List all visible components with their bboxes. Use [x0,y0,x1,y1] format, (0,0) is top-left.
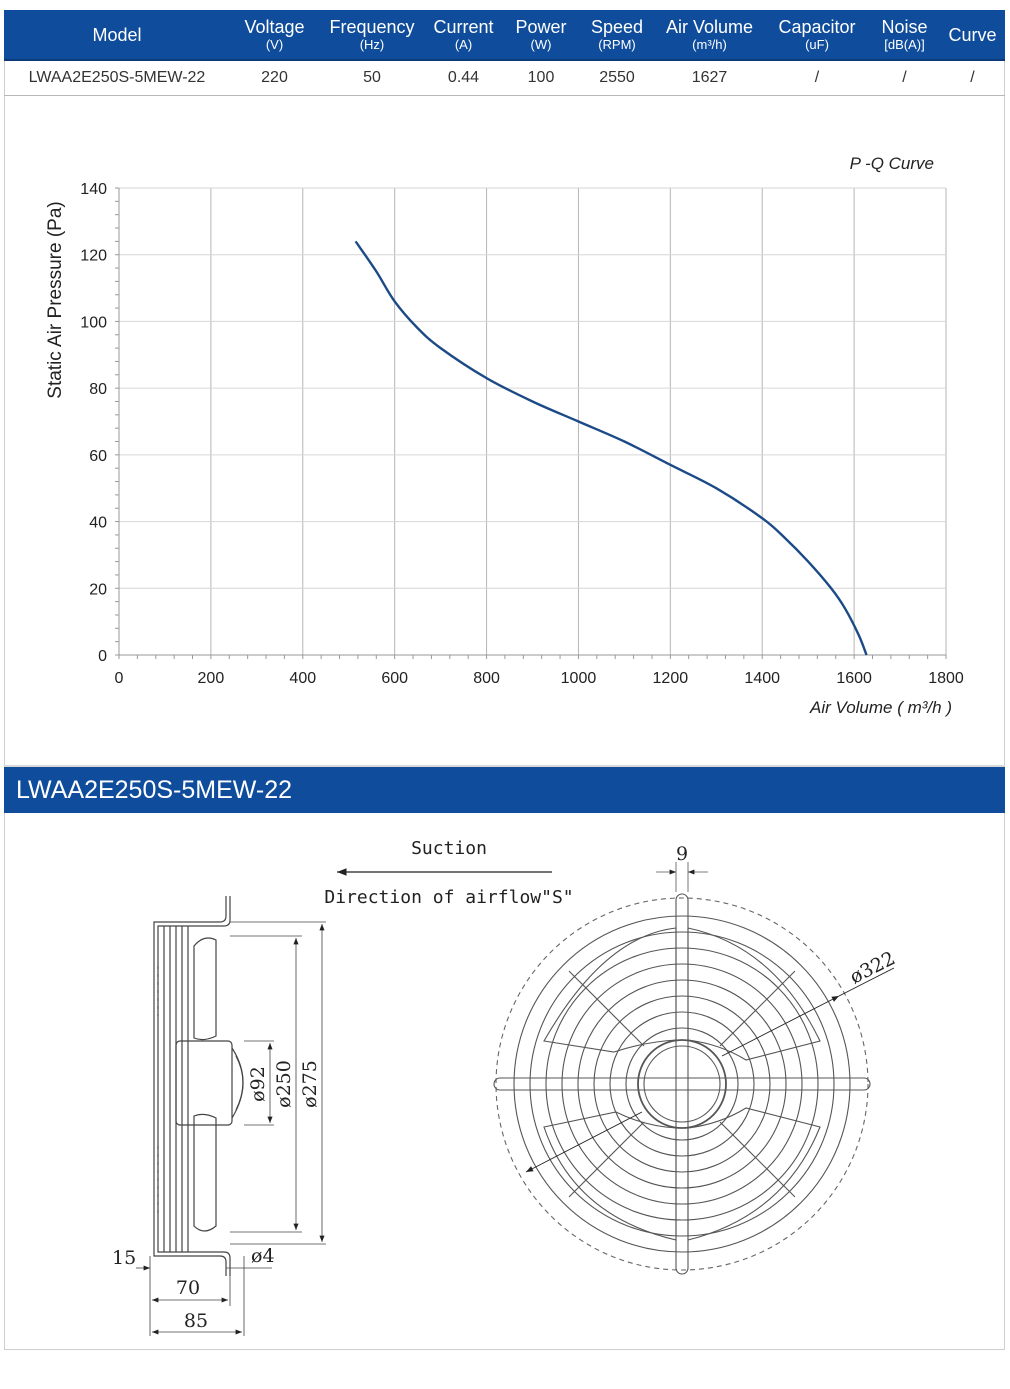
x-tick-label: 1000 [561,670,597,687]
x-tick-label: 1600 [836,670,872,687]
airflow-annotation: Suction Direction of airflow"S" [324,838,573,908]
header-curve: Curve [940,10,1005,61]
cell-power: 100 [502,60,580,96]
y-tick-label: 140 [80,181,107,198]
header-noise: Noise [dB(A)] [869,10,940,61]
x-tick-label: 800 [473,670,500,687]
header-speed: Speed (RPM) [580,10,654,61]
chart-title: P -Q Curve [850,154,934,173]
cell-frequency: 50 [319,60,425,96]
dim-d275: ø275 [299,1060,321,1108]
spec-table: Model Voltage (V) Frequency (Hz) Current (A… [4,10,1005,96]
direction-label: Direction of airflow"S" [324,887,573,908]
y-tick-label: 120 [80,248,107,265]
x-tick-label: 1400 [744,670,780,687]
cell-air-volume: 1627 [654,60,765,96]
x-tick-label: 600 [381,670,408,687]
chart-grid [119,187,947,655]
header-current: Current (A) [425,10,502,61]
chart-series [354,240,868,656]
x-tick-label: 400 [289,670,316,687]
dim-d92: ø92 [247,1066,269,1102]
y-axis-label: Static Air Pressure (Pa) [45,201,66,398]
dim-d250: ø250 [273,1060,295,1108]
suction-label: Suction [411,838,487,859]
x-axis-label: Air Volume ( m³/h ) [809,698,952,717]
dim-w70: 70 [176,1277,200,1299]
header-power: Power (W) [502,10,580,61]
cell-voltage: 220 [230,60,319,96]
cell-curve: / [940,60,1005,96]
dimension-drawing: Suction Direction of airflow"S" [112,838,899,1336]
front-view [493,862,895,1275]
section-divider [4,765,1005,767]
chart-axes [115,187,947,659]
pq-curve-line [354,240,868,656]
y-tick-label: 100 [80,314,107,331]
dim-d4: ø4 [251,1245,275,1267]
pq-chart: 0 200 400 600 800 1000 1200 1400 1600 1800 0 20 40 60… [45,154,964,717]
dim-w85: 85 [184,1310,208,1332]
y-tick-label: 80 [89,381,107,398]
header-voltage: Voltage (V) [230,10,319,61]
dim-d322: ø322 [846,947,899,988]
spec-data-row: LWAA2E250S-5MEW-22 220 50 0.44 100 2550 … [4,60,1005,96]
cell-noise: / [869,60,940,96]
y-tick-label: 20 [89,581,107,598]
x-tick-label: 200 [198,670,225,687]
header-frequency: Frequency (Hz) [319,10,425,61]
cell-speed: 2550 [580,60,654,96]
y-tick-label: 60 [89,448,107,465]
header-air-volume: Air Volume (m³/h) [654,10,765,61]
chart-ticks: 0 200 400 600 800 1000 1200 1400 1600 1800 0 20 40 60… [80,181,964,687]
x-tick-label: 1200 [653,670,689,687]
y-tick-label: 0 [98,648,107,665]
header-capacitor: Capacitor (uF) [765,10,869,61]
cell-capacitor: / [765,60,869,96]
cell-current: 0.44 [425,60,502,96]
cell-model: LWAA2E250S-5MEW-22 [4,60,230,96]
spec-header-row: Model Voltage (V) Frequency (Hz) Current (A… [4,10,1005,61]
x-tick-label: 0 [115,670,124,687]
y-tick-label: 40 [89,515,107,532]
x-tick-label: 1800 [928,670,964,687]
model-title-band: LWAA2E250S-5MEW-22 [4,767,1005,813]
header-model: Model [4,10,230,61]
side-view [136,896,326,1336]
dim-w9: 9 [676,843,688,865]
dim-w15: 15 [112,1247,136,1269]
